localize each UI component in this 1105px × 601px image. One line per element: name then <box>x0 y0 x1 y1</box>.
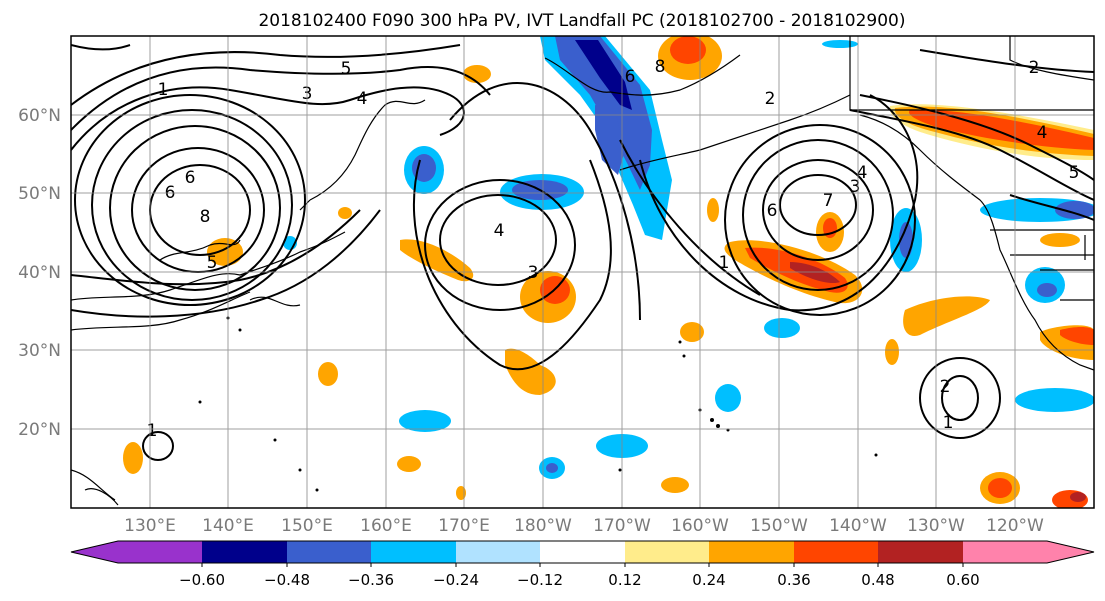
colorbar-segment <box>709 541 794 563</box>
contour-label: 1 <box>719 253 730 273</box>
lat-label: 50°N <box>18 184 61 204</box>
contour-label: 5 <box>1069 163 1080 183</box>
contour-label: 8 <box>200 207 211 227</box>
colorbar-segment <box>625 541 709 563</box>
contour-label: 4 <box>1037 123 1048 143</box>
lon-label: 180°W <box>514 516 572 536</box>
colorbar-segment <box>794 541 878 563</box>
contour-label: 1 <box>147 421 158 441</box>
lon-label: 170°E <box>438 516 490 536</box>
colorbar-tick-label: −0.60 <box>179 571 225 589</box>
colorbar-segment <box>71 541 202 563</box>
colorbar-tick-label: 0.48 <box>861 571 894 589</box>
lat-label: 60°N <box>18 106 61 126</box>
contour-label: 5 <box>341 59 352 79</box>
colorbar-outline <box>70 540 1095 564</box>
colorbar-segment <box>202 541 287 563</box>
contour-label: 4 <box>857 163 868 183</box>
lon-label: 140°E <box>202 516 254 536</box>
colorbar-segment <box>878 541 963 563</box>
contour-label: 4 <box>494 221 505 241</box>
contour-label: 4 <box>357 89 368 109</box>
lon-label: 130°E <box>124 516 176 536</box>
colorbar-tick-label: 0.24 <box>692 571 725 589</box>
contour-label: 6 <box>185 168 196 188</box>
colorbar-tick-label: −0.24 <box>433 571 479 589</box>
lat-label: 20°N <box>18 420 61 440</box>
colorbar-segment <box>540 541 625 563</box>
contour-label: 5 <box>207 253 218 273</box>
contour-label: 3 <box>528 263 539 283</box>
contour-label: 2 <box>940 377 951 397</box>
colorbar-segment <box>456 541 540 563</box>
contour-label: 6 <box>625 67 636 87</box>
latitude-labels: 60°N 50°N 40°N 30°N 20°N <box>18 106 61 440</box>
coastlines <box>71 36 1094 506</box>
colorbar-segment <box>371 541 456 563</box>
lon-label: 160°E <box>360 516 412 536</box>
contour-label: 1 <box>158 80 169 100</box>
colorbar-tick-label: −0.48 <box>264 571 310 589</box>
lon-label: 120°W <box>986 516 1044 536</box>
colorbar-segment <box>963 541 1094 563</box>
gridlines <box>71 36 1094 508</box>
contour-label: 2 <box>1029 58 1040 78</box>
contour-label: 7 <box>823 191 834 211</box>
lon-label: 150°W <box>750 516 808 536</box>
lon-label: 160°W <box>671 516 729 536</box>
lon-label: 170°W <box>593 516 651 536</box>
colorbar-tick-label: 0.60 <box>946 571 979 589</box>
lon-label: 130°W <box>907 516 965 536</box>
contour-label: 1 <box>943 413 954 433</box>
shaded-anomaly-fields <box>123 36 1094 508</box>
lat-label: 30°N <box>18 341 61 361</box>
colorbar-segment <box>287 541 371 563</box>
lat-label: 40°N <box>18 263 61 283</box>
longitude-labels: 130°E 140°E 150°E 160°E 170°E 180°W 170°… <box>124 516 1044 536</box>
contour-label: 8 <box>655 57 666 77</box>
colorbar-tick-label: −0.12 <box>517 571 563 589</box>
colorbar-tick-label: −0.36 <box>348 571 394 589</box>
map-frame <box>70 35 1095 509</box>
colorbar: −0.60 −0.48 −0.36 −0.24 −0.12 0.12 0.24 … <box>70 540 1095 589</box>
contour-label: 3 <box>850 177 861 197</box>
colorbar-tick-label: 0.12 <box>608 571 641 589</box>
lon-label: 150°E <box>281 516 333 536</box>
lon-label: 140°W <box>829 516 887 536</box>
colorbar-tick-label: 0.36 <box>777 571 810 589</box>
figure-title: 2018102400 F090 300 hPa PV, IVT Landfall… <box>258 11 905 31</box>
contour-label: 6 <box>767 201 778 221</box>
contour-label: 2 <box>765 89 776 109</box>
